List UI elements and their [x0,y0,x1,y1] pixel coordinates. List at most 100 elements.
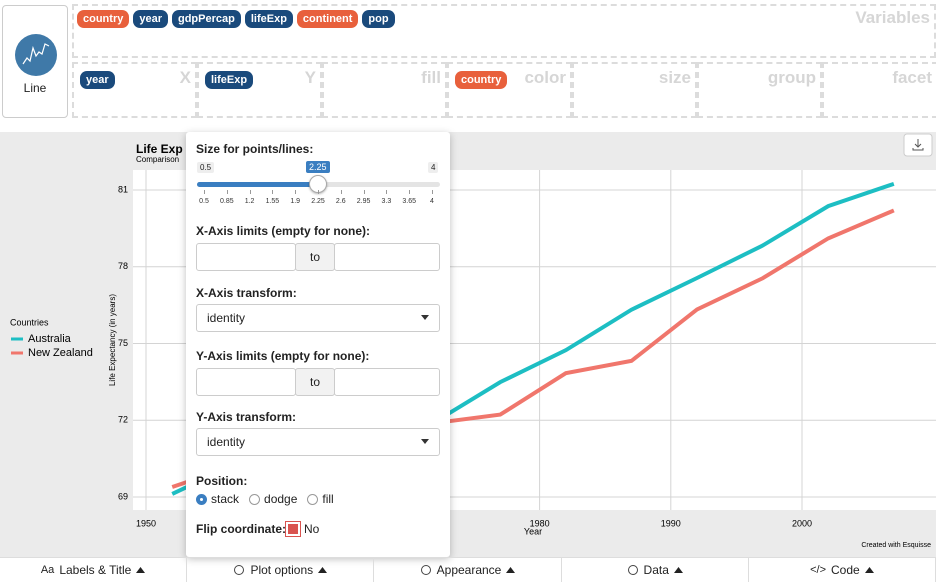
dropzone-label: facet [892,68,932,87]
ytrans-label: Y-Axis transform: [196,410,297,424]
dropzone[interactable]: size [572,62,697,118]
slider-tick [340,190,342,194]
x-tick-label: 1980 [530,518,550,528]
slider-min-label: 0.5 [197,162,215,173]
ylim-to: to [295,368,335,396]
slider-fill [197,182,318,187]
variable-chip[interactable]: lifeExp [244,10,293,28]
xlim-to: to [295,243,335,271]
radio-circle [249,493,261,505]
xlim-min-input[interactable] [196,243,296,271]
tab-label: Labels & Title [59,563,132,577]
caption: Created with Esquisse [861,542,931,549]
slider-tick-label: 4 [430,198,434,205]
slider-tick-label: 1.9 [290,198,301,205]
tab-label: Appearance [436,563,502,577]
tab-caret [673,566,683,573]
slider-tick-label: 3.3 [381,198,392,205]
variable-chip[interactable]: country [77,10,130,28]
tab-icon [420,565,431,575]
slider-tick [204,190,205,194]
ylim-max-input[interactable] [334,368,440,396]
xtrans-value: identity [207,311,246,325]
size-label: Size for points/lines: [196,142,314,156]
slider-tick [318,190,319,194]
tab[interactable]: Aa Labels & Title [0,558,188,582]
slider-max-label: 4 [428,162,439,173]
x-tick-label: 2000 [792,518,812,528]
tab-caret [506,566,516,573]
geom-button[interactable]: Line [2,5,68,118]
position-radio[interactable]: dodge [249,492,297,506]
legend-label: Australia [28,333,72,345]
dropzone-label: Y [304,68,316,87]
dropzone[interactable]: color country [447,62,572,118]
dropzone[interactable]: group [697,62,822,118]
download-button[interactable] [903,133,933,157]
variable-chip[interactable]: country [455,71,508,89]
plot-subtitle: Comparison [136,155,179,164]
ytrans-select[interactable]: identity [196,428,440,456]
tab-bar: Aa Labels & Title Plot options Appearance Da… [0,557,936,582]
size-slider[interactable]: 0.5 4 2.25 0.5 0.85 1.2 1.55 1.9 2.25 2.6 2.95 3.3 3… [186,132,450,212]
dropzone[interactable]: facet [822,62,936,118]
tab-icon: </> [810,564,827,576]
slider-tick-label: 0.5 [199,198,209,205]
dropzone-label: color [524,68,566,87]
slider-tick-label: 2.25 [311,198,325,205]
legend-label: New Zealand [28,347,93,359]
plot-options-popup: Size for points/lines: 0.5 4 2.25 0.5 0.85 1.… [186,132,450,557]
xtrans-select[interactable]: identity [196,304,440,332]
plot: Life Exp Comparison Year Life Expectancy… [0,132,936,557]
geom-label: Line [23,81,47,95]
position-label: Position: [196,474,248,488]
position-radio[interactable]: stack [196,492,239,506]
tab-icon [627,565,638,575]
y-tick-label: 72 [118,415,128,425]
slider-tick [432,190,433,194]
slider-tick [409,190,411,194]
slider-tick-label: 2.6 [335,198,346,205]
tab[interactable]: </> Code [749,558,936,582]
tab-icon-shape [234,565,245,575]
flip-label: Flip coordinate: [196,522,286,536]
variable-chip[interactable]: continent [296,10,359,28]
ylim-min-input[interactable] [196,368,296,396]
slider-tick [386,190,388,194]
variable-chip[interactable]: year [80,71,115,89]
y-tick-label: 69 [118,491,128,501]
slider-tick-label: 1.2 [244,198,255,205]
variable-chip[interactable]: year [133,10,168,28]
variable-chip[interactable]: lifeExp [205,71,254,89]
tab[interactable]: Plot options [187,558,375,582]
tab-label: Plot options [250,563,314,577]
tab[interactable]: Data [562,558,749,582]
tab-icon: Aa [40,564,55,576]
tab-caret [318,566,328,573]
position-radio[interactable]: fill [307,492,334,506]
radio-circle [307,493,319,505]
tab-caret-shape [673,566,683,573]
slider-value-label: 2.25 [306,161,330,173]
dropzone[interactable]: fill [322,62,447,118]
tab-label: Code [831,563,860,577]
radio-label: stack [211,492,240,506]
slider-tick-label: 0.85 [219,198,234,205]
position-radios: stack dodge fill [196,492,334,506]
flip-checkbox[interactable]: No [285,521,319,537]
variable-chip[interactable]: pop [362,10,395,28]
slider-tick-label: 2.95 [356,198,371,205]
tab[interactable]: Appearance [374,558,562,582]
x-axis-label: Year [524,526,542,536]
tab-icon [234,565,245,575]
x-tick-label: 1990 [661,518,681,528]
geom-icon [15,34,57,76]
tab-label: Data [643,563,669,577]
y-axis-label: Life Expectancy (in years) [108,294,117,386]
xlim-max-input[interactable] [334,243,440,271]
plot-title: Life Exp [136,142,183,156]
variable-chip[interactable]: gdpPercap [171,10,241,28]
